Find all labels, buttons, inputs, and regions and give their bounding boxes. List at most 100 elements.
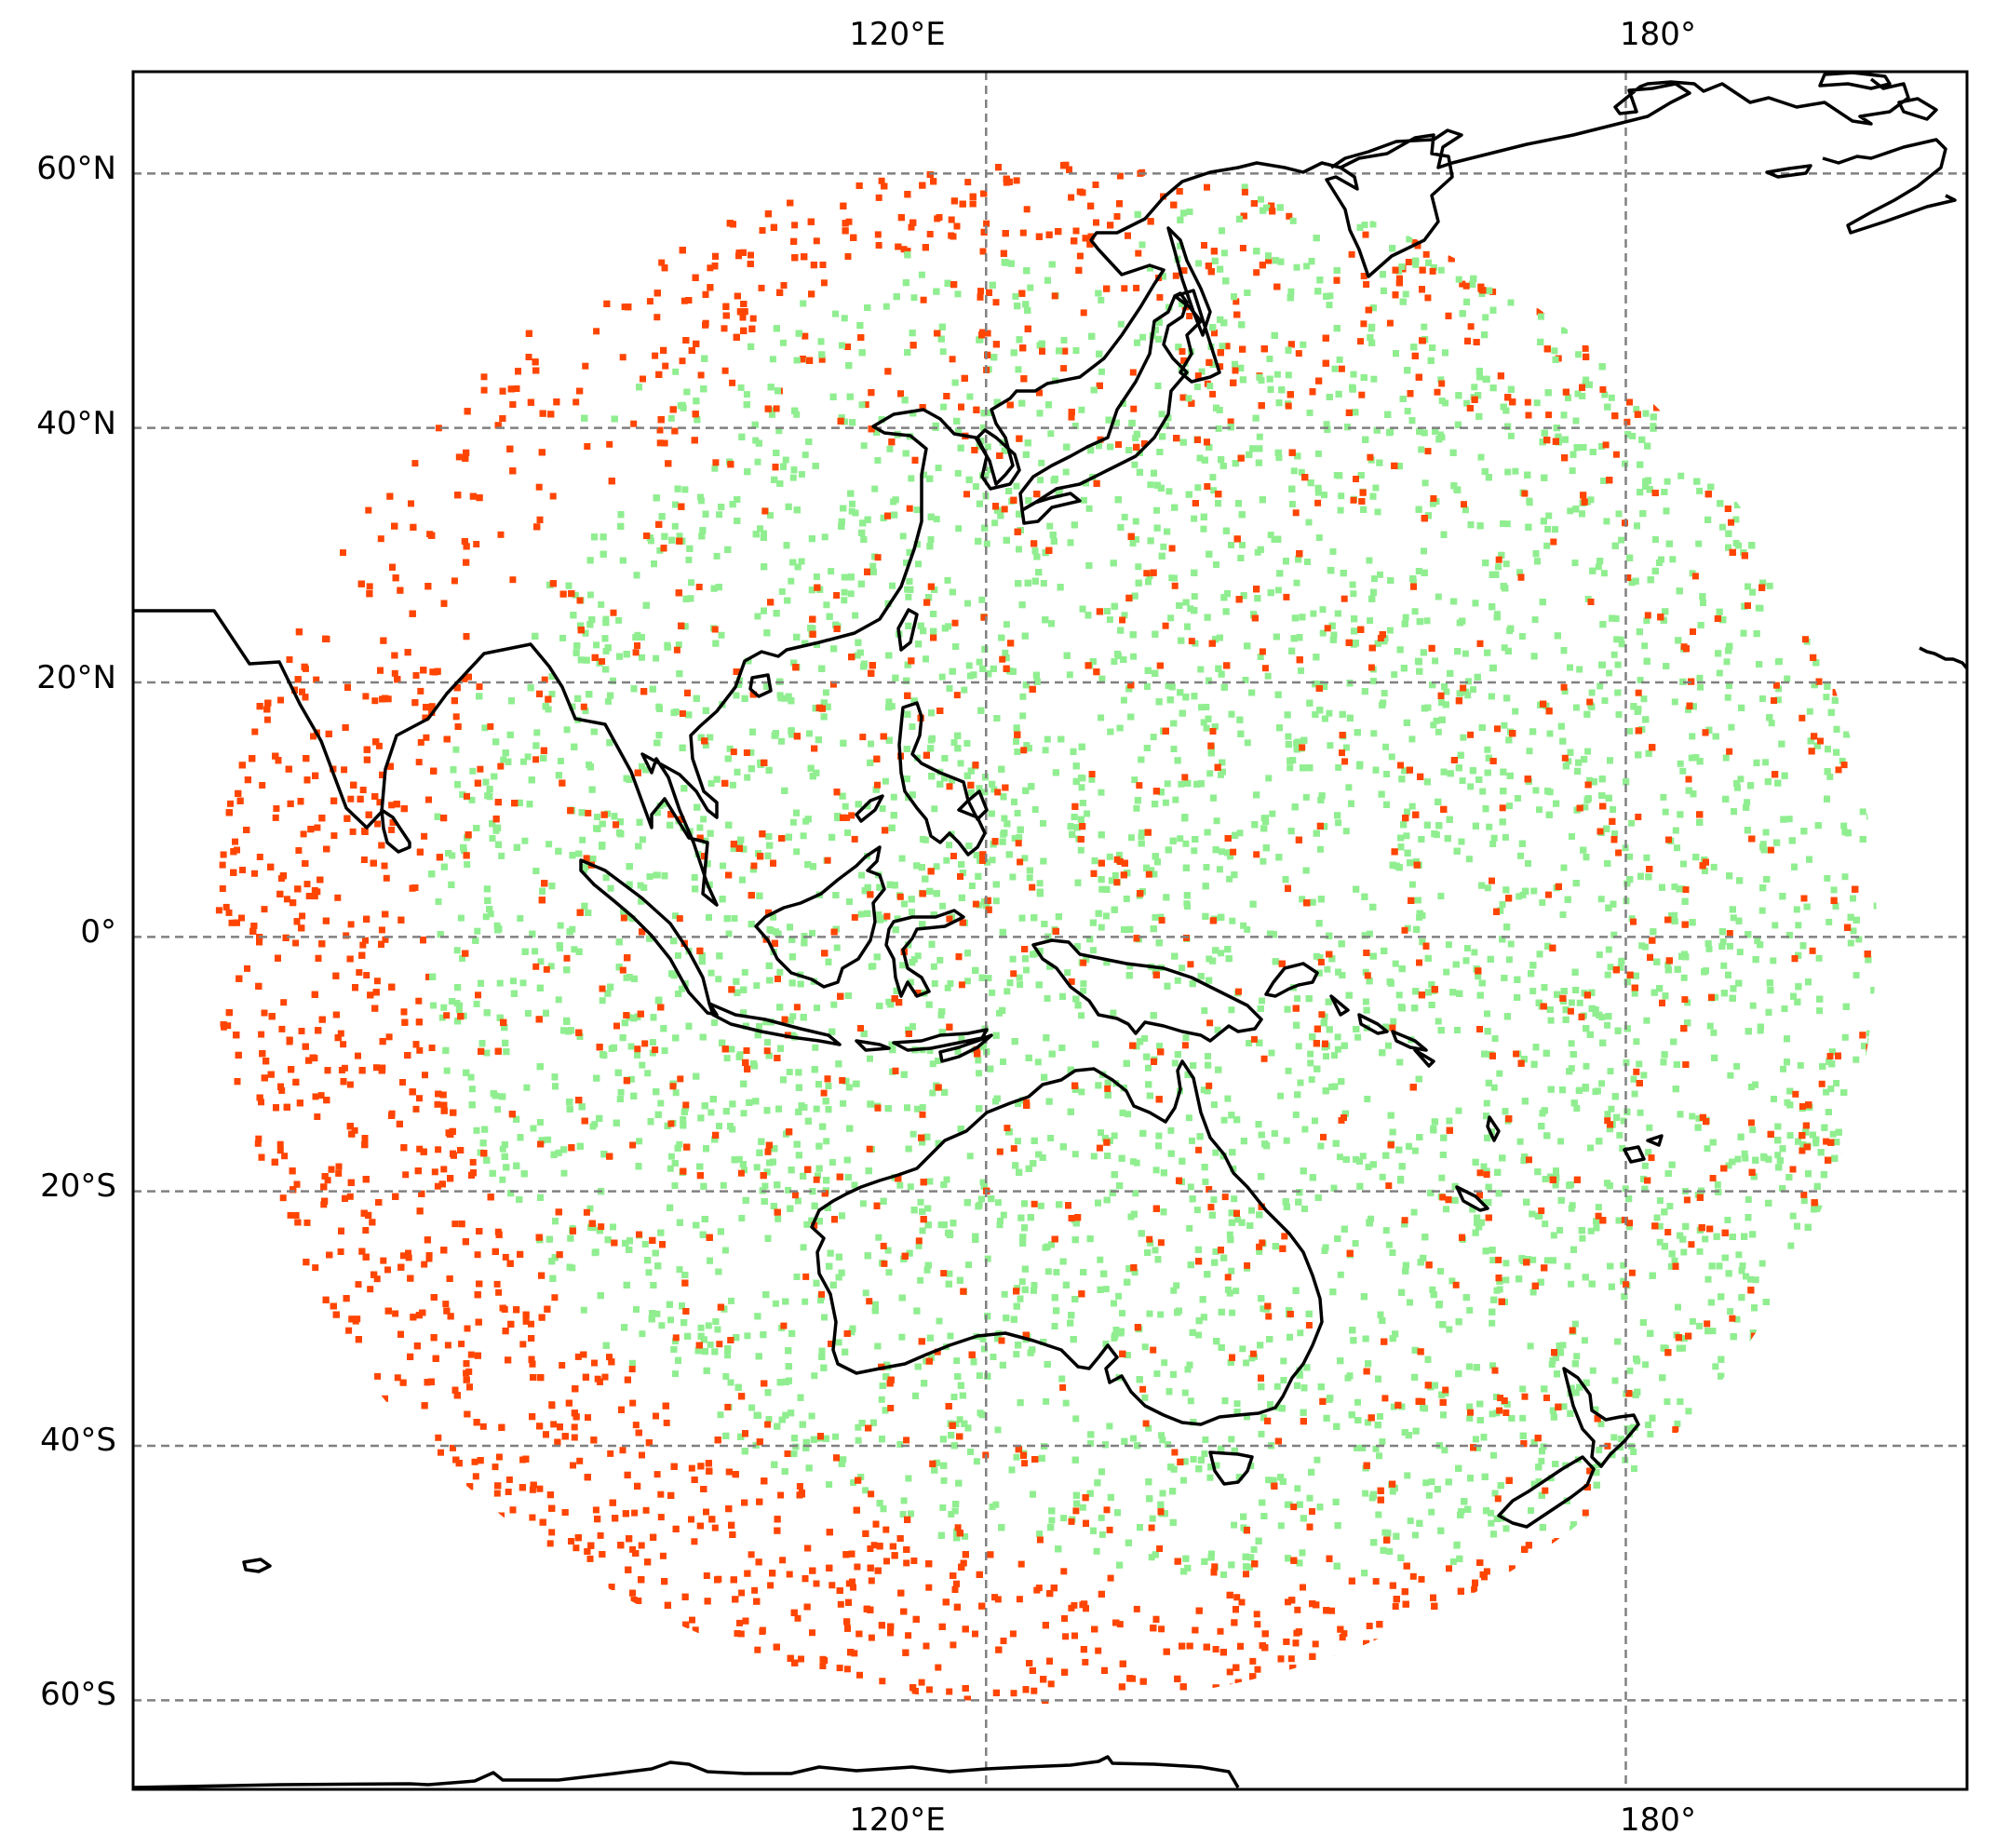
green-observation (1193, 384, 1201, 390)
red-observation (358, 1248, 366, 1255)
green-observation (1047, 430, 1055, 438)
red-observation (1061, 347, 1069, 355)
red-observation (463, 633, 470, 641)
red-observation (867, 1564, 874, 1571)
green-observation (586, 591, 594, 599)
red-observation (1098, 1590, 1105, 1598)
green-observation (1502, 1525, 1510, 1532)
green-observation (933, 863, 940, 870)
red-observation (384, 1266, 391, 1274)
red-observation (714, 1437, 721, 1444)
green-observation (1630, 1449, 1637, 1455)
red-observation (905, 1632, 912, 1639)
green-observation (1370, 678, 1377, 685)
red-observation (393, 801, 400, 808)
green-observation (1172, 796, 1179, 803)
green-observation (1793, 906, 1800, 913)
red-observation (476, 683, 483, 691)
red-observation (936, 214, 943, 221)
red-observation (1116, 1621, 1124, 1628)
red-observation (964, 179, 972, 186)
green-observation (965, 1261, 972, 1269)
green-observation (882, 777, 889, 785)
red-observation (359, 787, 367, 793)
red-observation (355, 1281, 362, 1288)
red-observation (532, 367, 540, 374)
green-observation (809, 929, 815, 937)
red-observation (317, 1092, 325, 1099)
red-observation (335, 1163, 343, 1170)
red-observation (991, 1594, 998, 1601)
green-observation (944, 576, 951, 584)
green-observation (705, 1322, 712, 1329)
red-observation (464, 408, 471, 415)
green-observation (1557, 1138, 1565, 1145)
green-observation (1706, 1022, 1714, 1030)
red-observation (350, 781, 357, 789)
red-observation (1107, 1574, 1114, 1582)
red-observation (1287, 341, 1295, 348)
red-observation (739, 314, 747, 321)
red-observation (807, 218, 815, 225)
red-observation (293, 1180, 301, 1188)
red-observation (1315, 377, 1323, 384)
red-observation (809, 1629, 815, 1637)
green-observation (989, 989, 996, 996)
red-observation (722, 303, 730, 310)
green-observation (1718, 523, 1726, 531)
green-observation (1135, 563, 1142, 571)
green-observation (878, 1396, 885, 1403)
green-observation (1138, 241, 1146, 249)
red-observation (1095, 1647, 1102, 1654)
red-observation (1288, 1597, 1296, 1604)
red-observation (632, 1422, 640, 1429)
red-observation (414, 1167, 422, 1175)
green-observation (1735, 1251, 1743, 1259)
green-observation (823, 1138, 830, 1145)
red-observation (780, 282, 788, 289)
red-observation (1233, 298, 1240, 305)
red-observation (629, 1545, 637, 1553)
green-observation (1789, 1212, 1797, 1220)
red-observation (355, 1336, 362, 1343)
green-observation (1072, 1415, 1080, 1423)
green-observation (1806, 708, 1813, 715)
red-observation (528, 1320, 534, 1328)
red-observation (286, 1036, 293, 1044)
red-observation (960, 1559, 967, 1567)
red-observation (853, 1506, 860, 1514)
red-observation (451, 577, 458, 585)
red-observation (1525, 411, 1532, 419)
green-observation (1371, 575, 1378, 583)
red-observation (1283, 1639, 1290, 1645)
red-observation (721, 325, 728, 332)
red-observation (502, 1328, 509, 1335)
green-observation (1491, 1035, 1499, 1043)
red-observation (278, 1025, 286, 1032)
red-observation (383, 874, 390, 882)
red-observation (1260, 345, 1268, 353)
red-observation (256, 1094, 263, 1101)
red-observation (1035, 233, 1043, 240)
red-observation (923, 1642, 930, 1650)
green-observation (1335, 819, 1342, 827)
green-observation (1018, 1278, 1026, 1286)
green-observation (700, 816, 707, 823)
red-observation (725, 1468, 733, 1476)
red-observation (430, 1294, 438, 1301)
red-observation (571, 1434, 578, 1441)
green-observation (1228, 1006, 1235, 1014)
red-observation (1042, 1622, 1049, 1629)
red-observation (453, 1392, 461, 1399)
green-observation (1689, 1317, 1696, 1325)
green-observation (1579, 1234, 1586, 1242)
green-observation (1369, 221, 1377, 228)
green-observation (1689, 1113, 1696, 1120)
red-observation (440, 1166, 448, 1173)
red-observation (363, 746, 371, 753)
red-observation (900, 1608, 908, 1615)
red-observation (256, 854, 263, 860)
green-observation (1507, 432, 1515, 439)
red-observation (1376, 1621, 1383, 1628)
green-observation (639, 762, 645, 770)
